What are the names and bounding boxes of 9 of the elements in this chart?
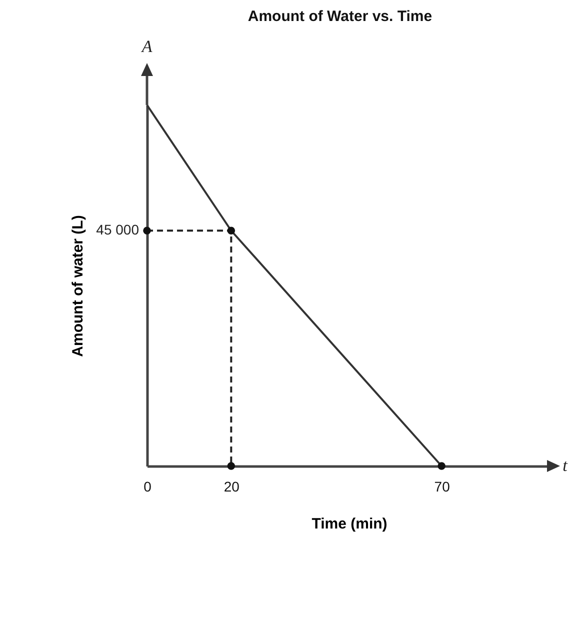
x-tick-label: 20: [224, 478, 240, 494]
x-tick-label: 0: [144, 478, 152, 494]
y-axis-title: Amount of water (L): [70, 215, 86, 357]
chart-title: Amount of Water vs. Time: [246, 8, 434, 25]
text: t: [562, 456, 569, 475]
x-axis-title: Time (min): [312, 516, 388, 532]
annotation: 45 000: [96, 222, 140, 238]
x-tick-label: 70: [434, 478, 450, 494]
text: A: [140, 37, 153, 56]
